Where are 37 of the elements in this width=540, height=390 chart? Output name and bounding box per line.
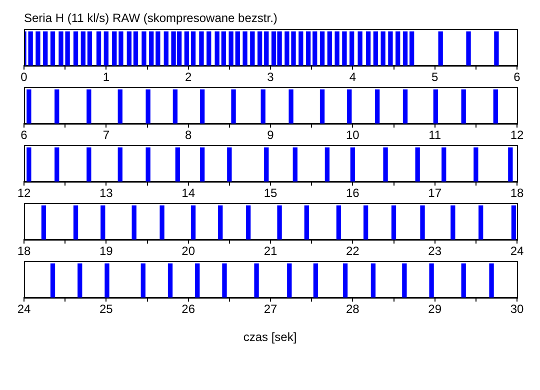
x-tick-label: 9 <box>267 128 274 142</box>
x-tick-label: 15 <box>264 186 278 200</box>
x-tick-label: 1 <box>102 70 110 84</box>
x-tick-label: 12 <box>17 186 31 200</box>
x-tick-label: 6 <box>20 128 28 142</box>
x-tick-label: 7 <box>102 128 110 142</box>
x-tick-label: 19 <box>99 244 114 258</box>
x-tick-label: 29 <box>428 302 442 316</box>
x-tick-label: 11 <box>428 128 442 142</box>
x-tick-label: 17 <box>428 186 442 200</box>
x-tick-label: 5 <box>431 70 438 84</box>
x-tick-label: 25 <box>99 302 114 316</box>
x-tick-label: 27 <box>264 302 278 316</box>
x-axis-title: czas [sek] <box>242 330 298 344</box>
x-tick-label: 20 <box>182 244 196 258</box>
x-tick-label: 24 <box>510 244 524 258</box>
x-tick-label: 10 <box>346 128 360 142</box>
x-tick-label: 22 <box>346 244 360 258</box>
x-tick-label: 3 <box>267 70 274 84</box>
x-tick-label: 26 <box>182 302 196 316</box>
chart-title: Seria H (11 kl/s) RAW (skompresowane bezstr.) <box>23 10 278 27</box>
x-tick-label: 0 <box>20 70 28 84</box>
x-tick-label: 18 <box>17 244 31 258</box>
x-tick-label: 18 <box>510 186 524 200</box>
x-tick-label: 12 <box>510 128 524 142</box>
x-tick-label: 6 <box>514 70 521 84</box>
x-tick-label: 21 <box>264 244 278 258</box>
x-tick-label: 16 <box>346 186 360 200</box>
x-tick-label: 13 <box>99 186 114 200</box>
x-tick-label: 30 <box>510 302 524 316</box>
x-tick-label: 23 <box>428 244 442 258</box>
x-tick-label: 8 <box>184 128 192 142</box>
x-tick-label: 4 <box>349 70 356 84</box>
x-tick-label: 14 <box>182 186 196 200</box>
x-tick-label: 24 <box>17 302 31 316</box>
x-tick-label: 2 <box>184 70 192 84</box>
x-tick-label: 28 <box>346 302 360 316</box>
